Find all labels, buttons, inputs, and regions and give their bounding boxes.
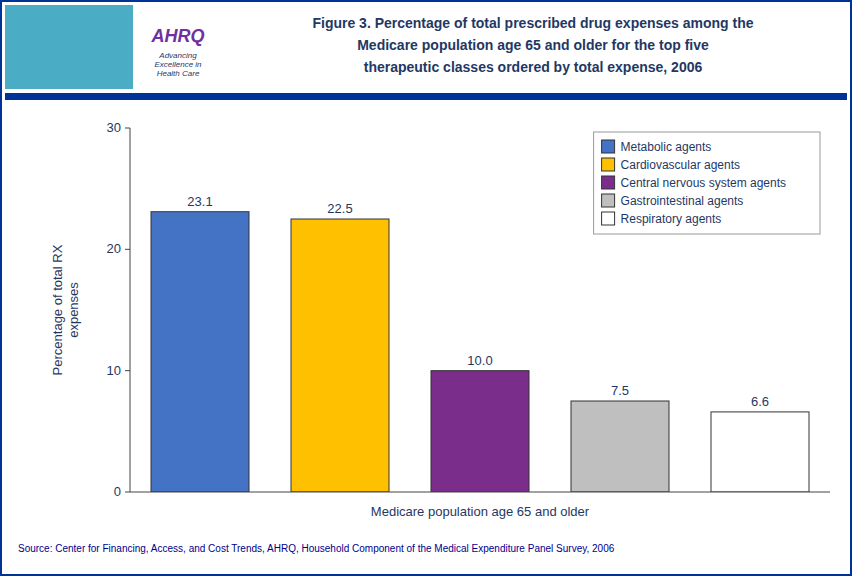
text-line: Figure 3. Percentage of total prescribed… bbox=[312, 15, 753, 31]
source: Source: Center for Financing, Access, an… bbox=[18, 543, 615, 554]
logo-title: AHRQ bbox=[151, 26, 205, 46]
y-tick bbox=[125, 128, 130, 129]
text-line: Excellence in bbox=[154, 60, 202, 69]
y-axis-label-group: Percentage of total RXexpenses bbox=[50, 244, 81, 375]
y-tick bbox=[125, 370, 130, 371]
bar bbox=[711, 412, 809, 492]
legend-label: Central nervous system agents bbox=[621, 176, 786, 190]
page-border bbox=[1, 1, 851, 575]
bar bbox=[431, 371, 529, 492]
legend-swatch bbox=[602, 194, 615, 207]
y-axis-line bbox=[130, 128, 131, 492]
y-tick bbox=[125, 492, 130, 493]
data-label: 22.5 bbox=[327, 201, 352, 216]
x-axis-label: Medicare population age 65 and older bbox=[371, 504, 590, 519]
bars bbox=[151, 212, 809, 492]
y-tick-label: 30 bbox=[107, 120, 121, 135]
legend-frame bbox=[594, 132, 820, 234]
x-axis-line bbox=[130, 492, 830, 493]
y-tick-label: 0 bbox=[114, 484, 121, 499]
legend-label: Gastrointestinal agents bbox=[621, 194, 744, 208]
y-axis-label: Percentage of total RXexpenses bbox=[50, 244, 81, 375]
text-line: Health Care bbox=[157, 69, 200, 78]
bar bbox=[291, 219, 389, 492]
background bbox=[0, 0, 852, 576]
text-line: Advancing bbox=[158, 51, 197, 60]
logo-box bbox=[5, 5, 133, 89]
text-line: Percentage of total RX bbox=[50, 244, 65, 375]
legend-swatch bbox=[602, 140, 615, 153]
title: Figure 3. Percentage of total prescribed… bbox=[312, 15, 753, 75]
chart-root: AHRQ AdvancingExcellence inHealth Care Fig… bbox=[0, 0, 852, 576]
separator bbox=[5, 93, 847, 100]
y-tick-label: 20 bbox=[107, 241, 121, 256]
legend: Metabolic agents Cardiovascular agents Cen… bbox=[594, 132, 820, 234]
text-line: therapeutic classes ordered by total exp… bbox=[364, 59, 703, 75]
text-line: expenses bbox=[66, 282, 81, 338]
bar bbox=[571, 401, 669, 492]
legend-label: Metabolic agents bbox=[621, 140, 712, 154]
data-label: 23.1 bbox=[187, 194, 212, 209]
data-label: 10.0 bbox=[467, 353, 492, 368]
data-label: 7.5 bbox=[611, 383, 629, 398]
bar bbox=[151, 212, 249, 492]
legend-label: Cardiovascular agents bbox=[621, 158, 740, 172]
data-label: 6.6 bbox=[751, 394, 769, 409]
legend-swatch bbox=[602, 212, 615, 225]
logo-subtitle: AdvancingExcellence inHealth Care bbox=[154, 51, 202, 78]
text-line: Medicare population age 65 and older for… bbox=[357, 37, 709, 53]
legend-swatch bbox=[602, 158, 615, 171]
y-tick-label: 10 bbox=[107, 363, 121, 378]
legend-label: Respiratory agents bbox=[621, 212, 722, 226]
legend-swatch bbox=[602, 176, 615, 189]
y-tick bbox=[125, 249, 130, 250]
